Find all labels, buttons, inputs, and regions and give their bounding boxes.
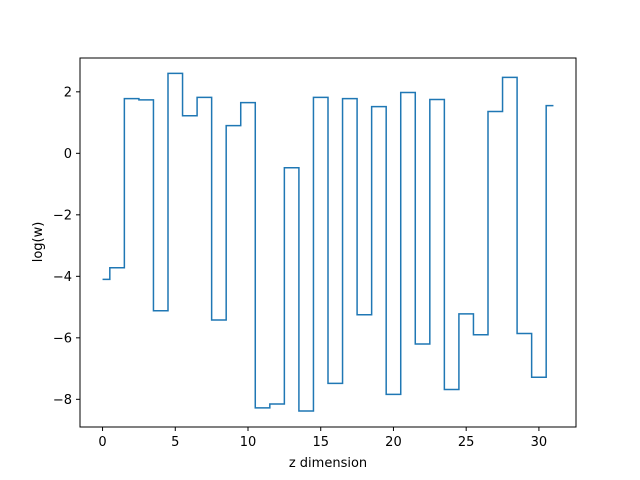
y-axis: −8 −6 −4 −2 0 2: [53, 85, 80, 408]
series-line-0: [102, 72, 554, 412]
x-tick-label: 30: [531, 435, 548, 450]
axes-frame: [79, 57, 577, 428]
plot-area: [102, 72, 554, 412]
x-tick-label: 25: [458, 435, 475, 450]
x-tick-label: 10: [240, 435, 257, 450]
x-tick-label: 0: [98, 435, 106, 450]
y-tick-label: 0: [64, 147, 72, 162]
x-axis: 0 5 10 15 20 25 30: [98, 427, 547, 450]
y-tick-label: −4: [53, 270, 72, 285]
x-tick-label: 20: [385, 435, 402, 450]
y-axis-label: log(w): [31, 222, 46, 263]
y-tick-label: −2: [53, 208, 72, 223]
x-tick-label: 5: [171, 435, 179, 450]
x-axis-label: z dimension: [289, 456, 367, 471]
y-tick-label: −6: [53, 331, 72, 346]
y-tick-label: 2: [64, 85, 72, 100]
x-tick-label: 15: [312, 435, 329, 450]
y-tick-label: −8: [53, 393, 72, 408]
